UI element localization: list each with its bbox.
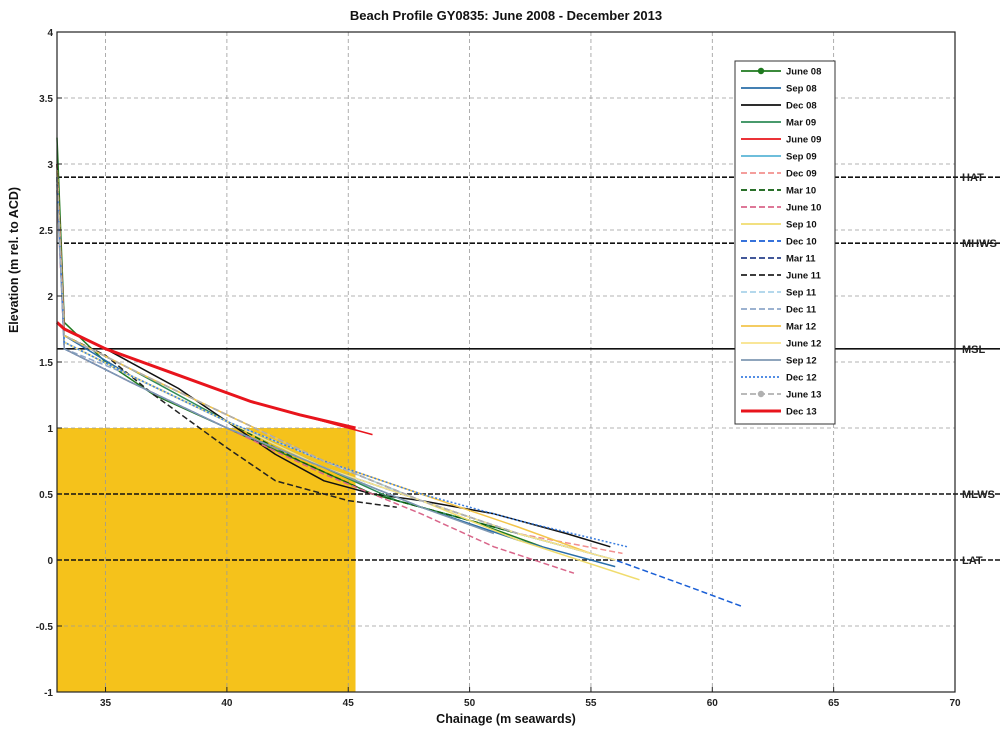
legend-label: June 13 xyxy=(786,390,821,401)
reference-label-lat: LAT xyxy=(962,555,983,567)
legend-label: Sep 09 xyxy=(786,152,817,163)
y-tick-label: 0 xyxy=(47,556,53,567)
series-line xyxy=(56,163,397,508)
y-tick-label: 1 xyxy=(47,424,53,435)
x-tick-label: 70 xyxy=(949,698,961,709)
legend-label: Sep 08 xyxy=(786,84,817,95)
series-line xyxy=(56,177,592,555)
legend-label: Mar 12 xyxy=(786,322,816,333)
legend-label: June 12 xyxy=(786,339,821,350)
x-tick-label: 45 xyxy=(343,698,355,709)
x-tick-label: 65 xyxy=(828,698,840,709)
legend-label: Dec 09 xyxy=(786,169,817,180)
legend-label: Mar 11 xyxy=(786,254,816,265)
legend-marker xyxy=(757,67,765,75)
legend-label: Sep 10 xyxy=(786,220,817,231)
reference-label-msl: MSL xyxy=(962,344,986,356)
y-tick-label: 0.5 xyxy=(39,490,53,501)
series-line xyxy=(56,183,495,535)
y-tick-label: 1.5 xyxy=(39,358,53,369)
series-line xyxy=(56,170,592,555)
legend-label: Sep 11 xyxy=(786,288,817,299)
legend-label: Dec 11 xyxy=(786,305,817,316)
legend-label: Dec 08 xyxy=(786,101,817,112)
x-tick-label: 50 xyxy=(464,698,476,709)
series-line xyxy=(56,177,628,548)
y-tick-label: 3 xyxy=(47,160,53,171)
y-axis-label: Elevation (m rel. to ACD) xyxy=(7,187,21,333)
legend-label: June 09 xyxy=(786,135,821,146)
legend-label: Sep 12 xyxy=(786,356,817,367)
legend-label: Mar 10 xyxy=(786,186,816,197)
y-tick-label: 2.5 xyxy=(39,226,53,237)
series-line xyxy=(55,321,356,430)
legend-label: Dec 13 xyxy=(786,407,817,418)
legend-box xyxy=(734,60,836,425)
legend-label: June 08 xyxy=(786,67,821,78)
reference-label-mhws: MHWS xyxy=(962,238,997,250)
series-line xyxy=(56,177,519,535)
y-tick-label: 4 xyxy=(47,28,53,39)
y-tick-label: 3.5 xyxy=(39,94,53,105)
y-tick-label: -1 xyxy=(44,688,53,699)
legend-label: Dec 12 xyxy=(786,373,817,384)
x-tick-label: 60 xyxy=(707,698,719,709)
x-tick-label: 55 xyxy=(585,698,597,709)
series-line xyxy=(56,177,567,548)
legend-label: June 11 xyxy=(786,271,822,282)
legend-label: June 10 xyxy=(786,203,821,214)
y-tick-label: -0.5 xyxy=(36,622,54,633)
reference-label-mlws: MLWS xyxy=(962,489,995,501)
legend-label: Dec 10 xyxy=(786,237,817,248)
chart-title: Beach Profile GY0835: June 2008 - Decemb… xyxy=(350,8,662,23)
x-tick-label: 35 xyxy=(100,698,112,709)
y-tick-label: 2 xyxy=(47,292,53,303)
x-tick-label: 40 xyxy=(221,698,233,709)
x-axis-label: Chainage (m seawards) xyxy=(436,712,576,726)
legend-label: Mar 09 xyxy=(786,118,816,129)
reference-label-hat: HAT xyxy=(962,172,984,184)
legend: June 08 Sep 08 Dec 08 Mar 09 June 09 Sep 09 De… xyxy=(734,60,836,425)
legend-marker xyxy=(757,390,765,398)
